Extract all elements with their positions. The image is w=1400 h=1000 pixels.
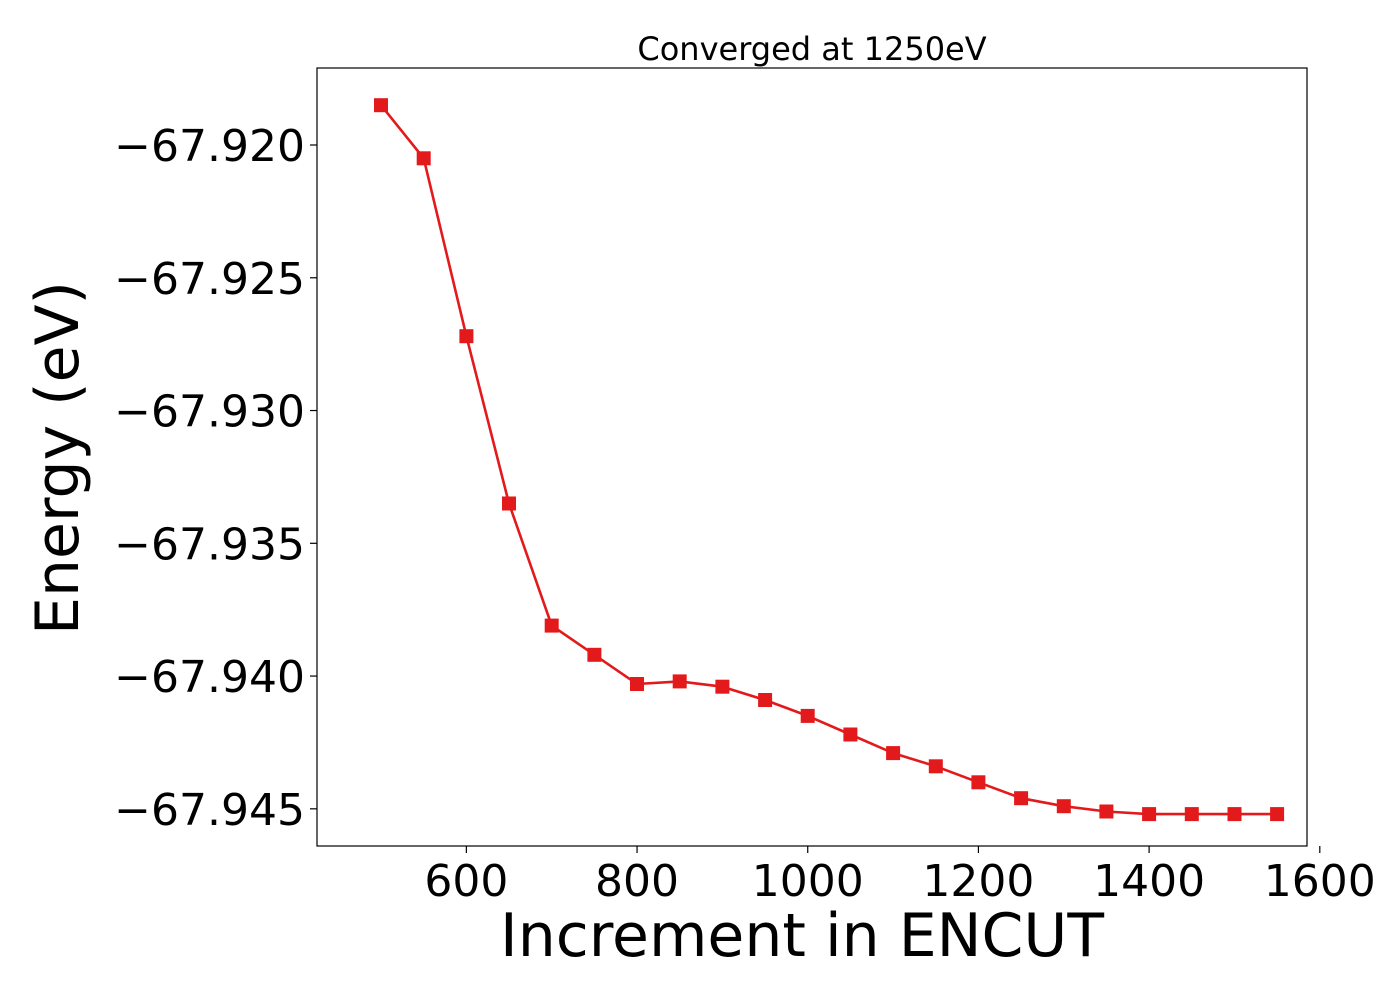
data-point	[1014, 791, 1029, 806]
data-point	[843, 727, 858, 742]
data-point	[544, 618, 559, 633]
data-point	[928, 759, 943, 774]
x-tick-label: 1000	[752, 856, 864, 907]
data-point	[459, 329, 474, 344]
y-tick-label: −67.945	[114, 785, 305, 836]
data-point	[758, 693, 773, 707]
series-line	[379, 104, 1278, 816]
data-point	[587, 647, 602, 662]
y-tick-label: −67.920	[114, 121, 305, 172]
x-tick-label: 1600	[1264, 856, 1376, 907]
data-point	[886, 746, 901, 761]
x-axis-label: Increment in ENCUT	[500, 901, 1104, 971]
chart-title: Converged at 1250eV	[637, 30, 986, 68]
data-point	[1142, 807, 1157, 822]
x-tick-label: 1400	[1093, 856, 1205, 907]
data-point	[672, 674, 687, 689]
data-point	[971, 775, 986, 790]
data-point	[1056, 799, 1071, 814]
x-tick-label: 1200	[922, 856, 1034, 907]
plot-frame	[316, 67, 1308, 847]
series-layer	[374, 98, 1285, 822]
x-tick-label: 600	[424, 856, 508, 907]
y-axis-label: Energy (eV)	[23, 281, 93, 635]
data-point	[1099, 804, 1114, 819]
y-tick-label: −67.925	[114, 254, 305, 305]
data-point	[630, 677, 644, 691]
x-tick-label: 800	[595, 856, 679, 907]
data-point	[1184, 807, 1199, 822]
data-point	[715, 679, 730, 694]
y-tick-label: −67.940	[114, 652, 305, 703]
y-tick-label: −67.935	[114, 519, 305, 570]
data-point	[1227, 807, 1242, 822]
data-point	[502, 496, 516, 511]
x-axis: 600 800 1000 1200 1400 1600	[424, 846, 1376, 907]
y-tick-label: −67.930	[114, 387, 305, 438]
data-point	[1270, 807, 1285, 822]
y-axis: −67.920 −67.925 −67.930 −67.935 −67.940 −67.9…	[114, 121, 317, 836]
data-point	[800, 708, 815, 723]
data-point	[416, 151, 431, 166]
data-point	[374, 98, 388, 113]
